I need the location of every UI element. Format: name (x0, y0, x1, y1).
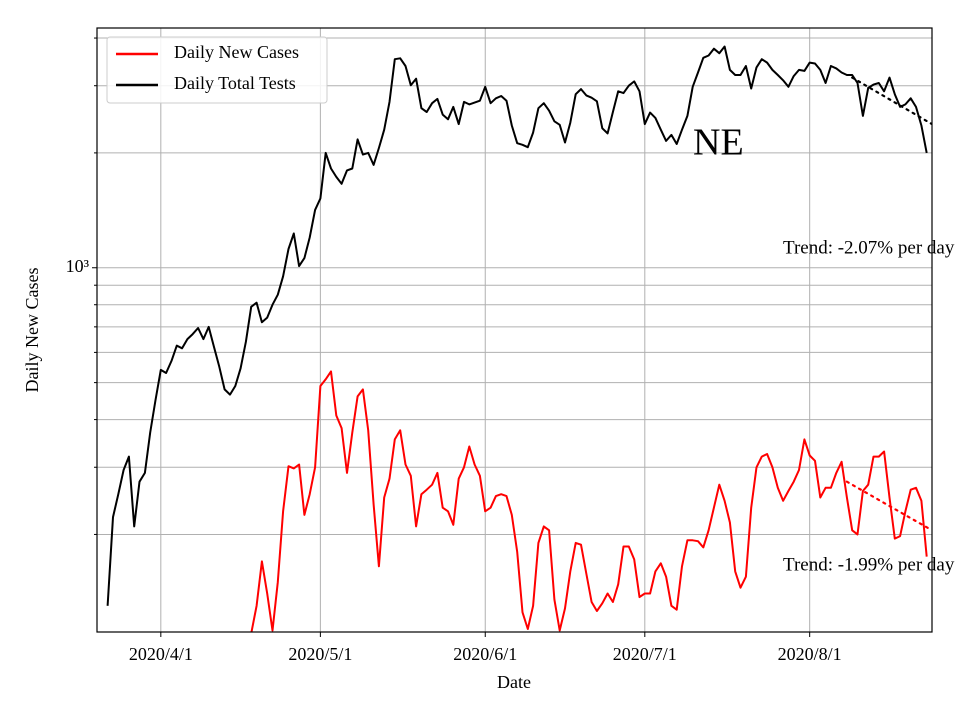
series-line (106, 45, 928, 606)
y-axis-label: Daily New Cases (22, 268, 42, 393)
grid: 2020/4/1 2020/5/1 2020/6/1 2020/7/1 2020/8/1… (66, 28, 932, 664)
plot-lines (106, 45, 932, 632)
trend-line (851, 76, 932, 126)
trend-line (845, 480, 932, 532)
annotation: NE (693, 122, 744, 164)
x-tick-label: 2020/4/1 (129, 644, 193, 664)
x-tick-label: 2020/6/1 (453, 644, 517, 664)
y-tick-label: 10³ (66, 256, 90, 276)
legend-label: Daily New Cases (174, 42, 299, 62)
series-line (250, 370, 928, 632)
x-axis-label: Date (497, 672, 531, 692)
annotation: Trend: -1.99% per day (783, 554, 955, 575)
legend-box (106, 36, 328, 104)
plot-frame (96, 27, 933, 633)
x-tick-label: 2020/7/1 (613, 644, 677, 664)
legend: Daily New Cases Daily Total Tests (106, 36, 328, 104)
annotation: Trend: -2.07% per day (783, 237, 955, 258)
annotations: NE Trend: -2.07% per day Trend: -1.99% per… (693, 122, 955, 576)
legend-label: Daily Total Tests (174, 73, 296, 93)
x-tick-label: 2020/5/1 (288, 644, 352, 664)
x-tick-label: 2020/8/1 (778, 644, 842, 664)
